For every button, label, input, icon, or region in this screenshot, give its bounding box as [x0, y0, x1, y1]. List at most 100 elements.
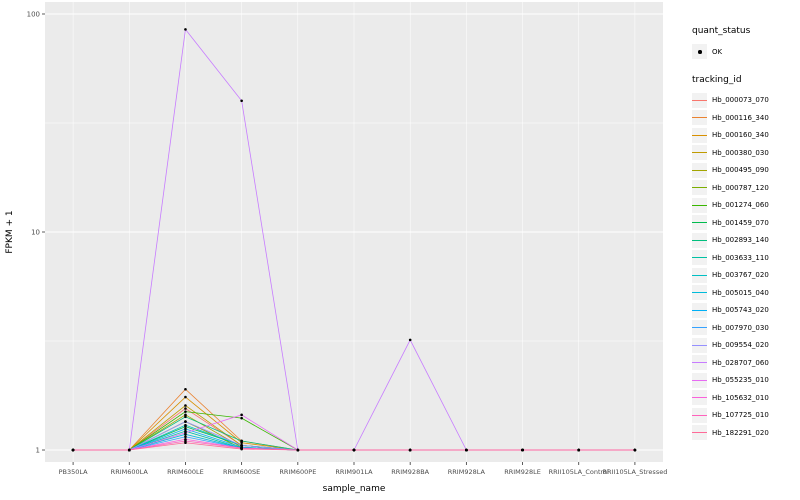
- y-axis-title: FPKM + 1: [5, 210, 15, 253]
- data-point: [184, 407, 187, 410]
- svg-text:RRIM928BA: RRIM928BA: [391, 468, 429, 476]
- point-key-icon: [692, 44, 707, 60]
- svg-text:RRII105LA_Control: RRII105LA_Control: [549, 468, 609, 476]
- legend-item-label: Hb_107725_010: [712, 411, 769, 420]
- svg-text:RRIM928LE: RRIM928LE: [504, 468, 541, 476]
- data-point: [633, 448, 637, 452]
- svg-text:RRIM600PE: RRIM600PE: [279, 468, 316, 476]
- legend-item-tracking: Hb_007970_030: [692, 319, 798, 337]
- legend-item-tracking: Hb_107725_010: [692, 407, 798, 425]
- line-key-icon: [692, 197, 707, 213]
- data-point: [71, 448, 75, 452]
- svg-text:PB350LA: PB350LA: [59, 468, 89, 476]
- legend-item-label: Hb_001274_060: [712, 201, 769, 210]
- line-key-icon: [692, 425, 707, 441]
- svg-text:RRII105LA_Stressed: RRII105LA_Stressed: [602, 468, 667, 476]
- svg-text:1: 1: [36, 447, 40, 455]
- legend-item-tracking: Hb_105632_010: [692, 389, 798, 407]
- legend-item-label: Hb_055235_010: [712, 376, 769, 385]
- axis-ticks-and-labels: 1 10 100 PB350LA RRIM600LA RRIM600LE RRIM600SE…: [27, 10, 668, 476]
- legend-item-label: Hb_001459_070: [712, 218, 769, 227]
- legend-item-tracking: Hb_000380_030: [692, 144, 798, 162]
- legend-item-tracking: Hb_000787_120: [692, 179, 798, 197]
- legend-item-tracking: Hb_000073_070: [692, 92, 798, 110]
- data-point: [240, 413, 243, 417]
- data-point: [408, 448, 412, 452]
- legend-item-label: Hb_000160_340: [712, 131, 769, 140]
- data-point: [184, 28, 187, 31]
- legend-item-label: Hb_000495_090: [712, 166, 769, 175]
- legend-item-tracking: Hb_182291_020: [692, 424, 798, 442]
- legend-item-label: Hb_000116_340: [712, 113, 769, 122]
- legend-title-tracking-id: tracking_id: [692, 74, 742, 85]
- data-point: [184, 410, 187, 413]
- legend-item-ok: OK: [692, 43, 798, 61]
- data-point: [184, 415, 187, 419]
- svg-text:RRIM600LA: RRIM600LA: [111, 468, 149, 476]
- line-key-icon: [692, 285, 707, 301]
- data-point: [296, 448, 300, 452]
- data-point: [127, 448, 131, 452]
- legend-item-tracking: Hb_001274_060: [692, 197, 798, 215]
- line-key-icon: [692, 267, 707, 283]
- data-point: [184, 404, 187, 407]
- legend-item-label: Hb_003633_110: [712, 253, 769, 262]
- data-point: [465, 448, 468, 452]
- line-key-icon: [692, 407, 707, 423]
- line-key-icon: [692, 250, 707, 266]
- line-key-icon: [692, 180, 707, 196]
- x-axis-title: sample_name: [323, 484, 386, 494]
- legend-item-tracking: Hb_028707_060: [692, 354, 798, 372]
- legend-item-label: Hb_182291_020: [712, 428, 769, 437]
- data-point: [240, 444, 243, 447]
- legend-title-quant-status: quant_status: [692, 26, 751, 36]
- line-key-icon: [692, 110, 707, 126]
- data-point: [521, 448, 524, 452]
- data-points: [71, 28, 637, 452]
- data-point: [577, 448, 581, 452]
- legend-item-tracking: Hb_005743_020: [692, 302, 798, 320]
- data-point: [184, 427, 187, 431]
- legend-item-label: Hb_003767_020: [712, 271, 769, 280]
- line-key-icon: [692, 355, 707, 371]
- data-point: [184, 431, 187, 435]
- legend-item-label: Hb_005015_040: [712, 288, 769, 297]
- legend-item-label: Hb_000073_070: [712, 96, 769, 105]
- line-key-icon: [692, 215, 707, 231]
- data-point: [240, 447, 243, 451]
- svg-text:RRIM600LE: RRIM600LE: [167, 468, 204, 476]
- data-point: [184, 441, 187, 445]
- legend-item-label: Hb_009554_020: [712, 341, 769, 350]
- line-key-icon: [692, 320, 707, 336]
- data-point: [184, 413, 187, 417]
- data-point: [408, 338, 412, 342]
- legend-tracking-id-section: tracking_id Hb_000073_070 Hb_000116_340 Hb…: [692, 75, 798, 442]
- data-point: [240, 99, 243, 103]
- line-key-icon: [692, 372, 707, 388]
- svg-text:RRIM928LA: RRIM928LA: [448, 468, 486, 476]
- plot-area: 1 10 100 PB350LA RRIM600LA RRIM600LE RRIM600SE…: [5, 2, 668, 494]
- svg-text:10: 10: [31, 229, 40, 237]
- line-key-icon: [692, 145, 707, 161]
- data-point: [240, 439, 243, 443]
- line-key-icon: [692, 232, 707, 248]
- legend-item-tracking: Hb_000160_340: [692, 127, 798, 145]
- legend-item-tracking: Hb_001459_070: [692, 214, 798, 232]
- line-key-icon: [692, 390, 707, 406]
- legend-quant-status-section: quant_status OK: [692, 26, 798, 61]
- line-key-icon: [692, 92, 707, 108]
- data-point: [240, 416, 243, 420]
- legend-item-tracking: Hb_003633_110: [692, 249, 798, 267]
- legend-item-tracking: Hb_000495_090: [692, 162, 798, 180]
- legend-item-label: Hb_105632_010: [712, 393, 769, 402]
- legend: quant_status OK tracking_id Hb_000073_07…: [692, 26, 798, 456]
- legend-item-tracking: Hb_009554_020: [692, 337, 798, 355]
- data-point: [184, 420, 187, 423]
- svg-text:RRIM901LA: RRIM901LA: [335, 468, 373, 476]
- svg-text:RRIM600SE: RRIM600SE: [223, 468, 260, 476]
- line-key-icon: [692, 337, 707, 353]
- legend-item-label: Hb_028707_060: [712, 358, 769, 367]
- data-point: [184, 435, 187, 439]
- legend-item-tracking: Hb_005015_040: [692, 284, 798, 302]
